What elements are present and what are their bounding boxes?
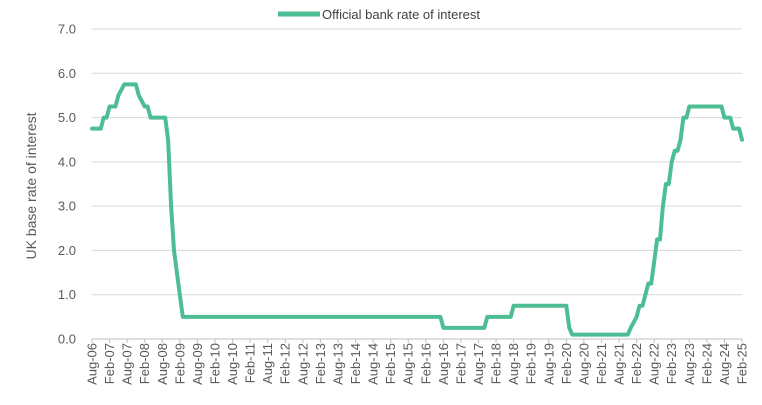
x-tick-label: Feb-24 [699, 343, 714, 384]
x-tick-label: Feb-18 [489, 343, 504, 384]
x-axis-ticks: Aug-06 Feb-07 Aug-07 Feb-08 Aug-08 Feb-09 Aug-… [85, 339, 750, 385]
x-tick-label: Aug-06 [85, 343, 100, 385]
x-tick-label: Aug-19 [541, 343, 556, 385]
x-tick-label: Feb-21 [594, 343, 609, 384]
x-tick-label: Aug-13 [330, 343, 345, 385]
series-group [90, 82, 744, 337]
x-tick-label: Aug-08 [155, 343, 170, 385]
x-tick-label: Aug-15 [401, 343, 416, 385]
y-axis-ticks: 0.0 1.0 2.0 3.0 4.0 5.0 6.0 7.0 [58, 22, 76, 347]
gridlines [92, 28, 742, 296]
x-tick-label: Feb-08 [137, 343, 152, 384]
y-tick-label: 1.0 [58, 287, 76, 302]
x-tick-label: Aug-18 [506, 343, 521, 385]
legend: Official bank rate of interest [278, 7, 480, 22]
x-tick-label: Aug-22 [647, 343, 662, 385]
y-axis-title: UK base rate of interest [23, 112, 39, 259]
x-tick-label: Aug-12 [295, 343, 310, 385]
x-tick-label: Aug-24 [717, 343, 732, 385]
x-tick-label: Feb-09 [172, 343, 187, 384]
y-tick-label: 3.0 [58, 199, 76, 214]
x-tick-label: Aug-16 [436, 343, 451, 385]
x-tick-label: Feb-11 [243, 343, 258, 383]
x-tick-label: Feb-12 [278, 343, 293, 384]
y-tick-label: 5.0 [58, 110, 76, 125]
series-line-official-bank-rate [90, 82, 744, 337]
x-tick-label: Feb-10 [207, 343, 222, 384]
x-tick-label: Aug-14 [366, 343, 381, 385]
x-tick-label: Aug-07 [120, 343, 135, 385]
x-tick-label: Feb-25 [735, 343, 750, 384]
x-tick-label: Aug-10 [225, 343, 240, 385]
y-tick-label: 2.0 [58, 243, 76, 258]
y-tick-label: 7.0 [58, 22, 76, 37]
x-tick-label: Aug-21 [612, 343, 627, 385]
y-tick-label: 0.0 [58, 332, 76, 347]
y-tick-label: 4.0 [58, 154, 76, 169]
x-tick-label: Aug-23 [682, 343, 697, 385]
y-tick-label: 6.0 [58, 66, 76, 81]
x-tick-label: Feb-14 [348, 343, 363, 384]
x-tick-label: Feb-23 [664, 343, 679, 384]
x-tick-label: Feb-20 [559, 343, 574, 384]
x-tick-label: Feb-07 [102, 343, 117, 384]
x-tick-label: Aug-17 [471, 343, 486, 385]
x-tick-label: Feb-17 [453, 343, 468, 384]
x-tick-label: Aug-09 [190, 343, 205, 385]
x-tick-label: Feb-19 [524, 343, 539, 384]
legend-label: Official bank rate of interest [322, 7, 480, 22]
x-tick-label: Feb-13 [313, 343, 328, 384]
x-tick-label: Aug-20 [576, 343, 591, 385]
x-tick-label: Feb-15 [383, 343, 398, 384]
x-tick-label: Feb-16 [418, 343, 433, 384]
x-tick-label: Feb-22 [629, 343, 644, 384]
x-tick-label: Aug-11 [260, 343, 275, 384]
